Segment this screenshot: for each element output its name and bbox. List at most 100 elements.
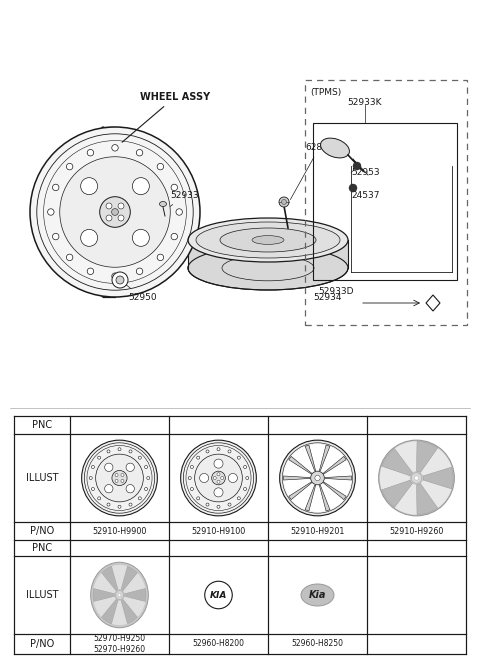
Polygon shape xyxy=(319,445,330,471)
Circle shape xyxy=(311,471,324,485)
Circle shape xyxy=(197,456,200,459)
Circle shape xyxy=(144,466,147,468)
Polygon shape xyxy=(382,480,412,507)
Polygon shape xyxy=(417,441,438,472)
Bar xyxy=(313,123,457,280)
Polygon shape xyxy=(125,588,146,602)
Circle shape xyxy=(115,480,118,482)
Text: WHEEL ASSY: WHEEL ASSY xyxy=(122,92,210,142)
Circle shape xyxy=(195,454,242,502)
Polygon shape xyxy=(380,466,410,490)
Circle shape xyxy=(118,203,124,209)
Circle shape xyxy=(176,209,182,215)
Polygon shape xyxy=(417,483,438,515)
Circle shape xyxy=(107,450,110,453)
Polygon shape xyxy=(291,446,315,473)
Circle shape xyxy=(213,476,216,480)
Circle shape xyxy=(91,487,95,491)
Ellipse shape xyxy=(91,562,148,628)
Text: 52934: 52934 xyxy=(313,293,341,302)
Circle shape xyxy=(60,157,170,267)
Ellipse shape xyxy=(188,246,348,290)
Text: 52960-H8200: 52960-H8200 xyxy=(192,640,244,649)
Circle shape xyxy=(66,163,73,170)
Circle shape xyxy=(246,476,249,480)
Text: 62850: 62850 xyxy=(290,143,334,199)
Circle shape xyxy=(411,473,422,483)
Circle shape xyxy=(280,440,355,516)
Polygon shape xyxy=(284,476,310,480)
Text: ILLUST: ILLUST xyxy=(26,473,58,483)
Bar xyxy=(305,80,467,325)
Polygon shape xyxy=(395,441,417,472)
Ellipse shape xyxy=(118,594,121,597)
Circle shape xyxy=(136,150,143,156)
Circle shape xyxy=(217,473,220,476)
Circle shape xyxy=(87,150,94,156)
Circle shape xyxy=(132,230,149,247)
Polygon shape xyxy=(123,573,145,594)
Text: (TPMS): (TPMS) xyxy=(310,88,341,97)
Text: 52910-H9260: 52910-H9260 xyxy=(389,527,444,535)
Polygon shape xyxy=(382,449,412,476)
Circle shape xyxy=(206,503,209,506)
Polygon shape xyxy=(320,483,344,510)
Polygon shape xyxy=(94,596,116,617)
Circle shape xyxy=(349,184,357,192)
Circle shape xyxy=(89,476,92,480)
Polygon shape xyxy=(102,600,118,624)
Circle shape xyxy=(315,476,320,481)
Circle shape xyxy=(66,254,73,260)
Circle shape xyxy=(121,480,124,482)
Circle shape xyxy=(171,234,178,240)
Circle shape xyxy=(138,497,141,500)
Circle shape xyxy=(126,485,134,493)
Text: 52960-H8250: 52960-H8250 xyxy=(291,640,344,649)
Polygon shape xyxy=(319,485,330,511)
Polygon shape xyxy=(93,588,114,602)
Text: 52970-H9250
52970-H9260: 52970-H9250 52970-H9260 xyxy=(94,634,145,655)
Circle shape xyxy=(237,456,240,459)
Circle shape xyxy=(118,215,124,221)
Polygon shape xyxy=(284,460,311,478)
Circle shape xyxy=(112,144,118,151)
Polygon shape xyxy=(111,565,127,589)
Circle shape xyxy=(414,476,419,480)
Polygon shape xyxy=(309,444,326,470)
Circle shape xyxy=(228,474,238,483)
Circle shape xyxy=(121,474,124,476)
Circle shape xyxy=(81,178,97,195)
Text: 24537: 24537 xyxy=(351,191,380,200)
Circle shape xyxy=(171,184,178,191)
Circle shape xyxy=(126,463,134,472)
Circle shape xyxy=(82,440,157,516)
Text: 52953: 52953 xyxy=(351,168,380,177)
Ellipse shape xyxy=(159,201,167,207)
Circle shape xyxy=(243,487,247,491)
Circle shape xyxy=(200,474,209,483)
Circle shape xyxy=(379,440,455,516)
Circle shape xyxy=(138,456,141,459)
Circle shape xyxy=(214,459,223,468)
Circle shape xyxy=(228,503,231,506)
Polygon shape xyxy=(420,448,452,476)
Polygon shape xyxy=(395,483,417,515)
Circle shape xyxy=(48,209,54,215)
Polygon shape xyxy=(121,566,137,590)
Polygon shape xyxy=(305,445,315,471)
Polygon shape xyxy=(309,485,326,512)
Circle shape xyxy=(144,487,147,491)
Circle shape xyxy=(132,178,149,195)
Circle shape xyxy=(197,497,200,500)
Polygon shape xyxy=(305,485,315,511)
Circle shape xyxy=(191,487,193,491)
Polygon shape xyxy=(291,483,315,510)
Text: PNC: PNC xyxy=(32,543,52,553)
Bar xyxy=(70,540,367,556)
Polygon shape xyxy=(324,478,351,497)
Circle shape xyxy=(52,234,59,240)
Circle shape xyxy=(111,209,119,215)
Ellipse shape xyxy=(321,138,349,158)
Polygon shape xyxy=(111,601,127,625)
Circle shape xyxy=(105,485,113,493)
